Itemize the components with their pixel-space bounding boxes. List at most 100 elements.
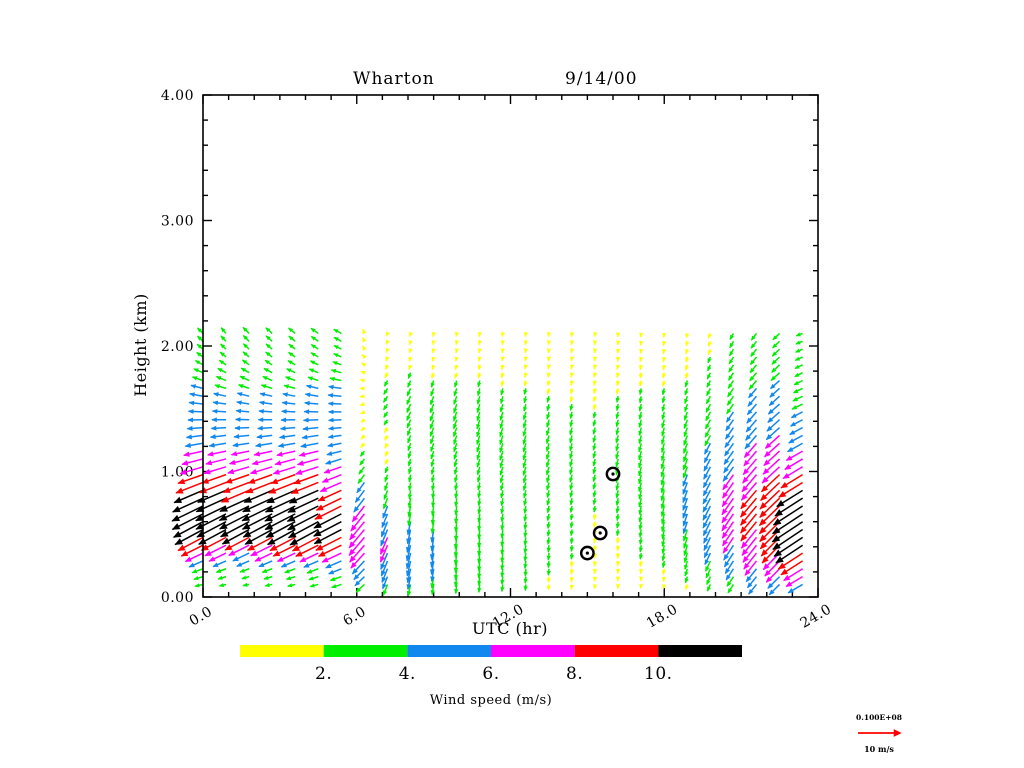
wind-vector bbox=[205, 458, 227, 466]
wind-vector bbox=[284, 568, 296, 574]
wind-vector bbox=[726, 576, 735, 587]
wind-vector bbox=[272, 466, 296, 475]
wind-vector bbox=[360, 417, 366, 423]
wind-vector bbox=[241, 575, 250, 580]
wind-vector bbox=[749, 356, 758, 366]
wind-vector bbox=[453, 458, 458, 468]
wind-vector bbox=[289, 528, 319, 546]
wind-vector bbox=[764, 434, 781, 449]
wind-vector bbox=[328, 426, 342, 431]
wind-vector bbox=[592, 419, 597, 427]
wind-vector bbox=[522, 474, 527, 484]
wind-vector bbox=[249, 466, 273, 475]
wind-vector bbox=[592, 411, 597, 419]
wind-vector bbox=[263, 575, 273, 580]
wind-vector bbox=[350, 513, 366, 532]
wind-vector bbox=[662, 584, 667, 590]
wind-vector bbox=[221, 528, 250, 545]
wind-vector bbox=[660, 513, 666, 525]
wind-vector bbox=[499, 435, 504, 446]
wind-vector bbox=[430, 466, 435, 476]
wind-vector bbox=[500, 553, 505, 563]
wind-vector bbox=[726, 395, 735, 406]
wind-vector bbox=[452, 419, 458, 430]
wind-vector bbox=[639, 332, 644, 338]
wind-vector bbox=[592, 427, 597, 435]
wind-vector bbox=[569, 356, 575, 362]
wind-vector bbox=[765, 427, 781, 441]
wind-vector bbox=[778, 481, 804, 498]
wind-vector bbox=[327, 409, 342, 415]
wind-vector bbox=[615, 443, 620, 452]
wind-vector bbox=[615, 411, 620, 420]
wind-vector bbox=[314, 505, 342, 520]
wind-vector bbox=[215, 568, 227, 574]
wind-vector bbox=[615, 427, 620, 436]
wind-vector bbox=[283, 384, 296, 390]
wind-vector bbox=[569, 498, 574, 506]
wind-vector bbox=[173, 489, 204, 504]
wind-vector bbox=[569, 474, 574, 483]
wind-vector bbox=[794, 364, 803, 370]
wind-vector bbox=[523, 396, 528, 404]
wind-vector bbox=[707, 356, 712, 364]
wind-vector bbox=[385, 364, 390, 371]
wind-vector bbox=[477, 505, 482, 515]
wind-vector bbox=[242, 343, 250, 350]
wind-vector bbox=[682, 497, 689, 511]
wind-vector bbox=[684, 576, 689, 584]
wind-vector bbox=[309, 583, 319, 588]
wind-vector bbox=[593, 356, 598, 362]
wind-vector bbox=[767, 403, 781, 415]
wind-vector bbox=[296, 458, 319, 466]
wind-vector bbox=[280, 417, 296, 423]
wind-vector bbox=[382, 584, 389, 596]
wind-vector bbox=[523, 529, 528, 538]
wind-vector bbox=[790, 411, 803, 419]
wind-vector bbox=[592, 466, 597, 475]
wind-vector bbox=[569, 584, 574, 591]
wind-vector bbox=[285, 575, 296, 581]
wind-vector bbox=[171, 505, 204, 522]
wind-vector bbox=[190, 384, 204, 390]
wind-vector bbox=[741, 536, 758, 556]
reference-vector-legend: 0.100E+08 10 m/s bbox=[856, 713, 902, 754]
wind-vector bbox=[241, 513, 273, 530]
wind-vector bbox=[638, 537, 643, 546]
wind-vector bbox=[430, 474, 435, 483]
wind-vector bbox=[707, 333, 712, 339]
wind-vector bbox=[454, 482, 459, 491]
wind-vector bbox=[254, 442, 273, 448]
wind-vector bbox=[794, 371, 803, 378]
wind-vector bbox=[327, 401, 342, 406]
wind-vector bbox=[406, 388, 412, 397]
wind-vector bbox=[246, 536, 273, 551]
wind-vector bbox=[171, 497, 204, 513]
wind-vector bbox=[684, 584, 689, 591]
wind-vector bbox=[569, 560, 574, 568]
wind-vector bbox=[499, 450, 504, 461]
wind-vector bbox=[721, 497, 735, 516]
wind-vector bbox=[592, 560, 598, 567]
wind-vector bbox=[220, 489, 250, 503]
wind-vector bbox=[500, 513, 505, 523]
wind-vector bbox=[431, 372, 436, 380]
wind-vector bbox=[743, 552, 758, 570]
wind-vector bbox=[683, 450, 689, 463]
wind-vector bbox=[523, 356, 528, 362]
wind-vector bbox=[301, 434, 319, 440]
wind-vector bbox=[270, 473, 296, 485]
wind-vector bbox=[787, 583, 804, 594]
wind-vector bbox=[638, 458, 643, 469]
wind-vector bbox=[382, 403, 389, 411]
wind-vector bbox=[768, 583, 781, 596]
wind-vector bbox=[592, 443, 597, 451]
wind-vector bbox=[385, 331, 390, 337]
wind-vector bbox=[212, 400, 227, 406]
wind-vector bbox=[792, 387, 803, 394]
wind-vector bbox=[383, 387, 389, 396]
colorbar-segment bbox=[323, 645, 408, 657]
wind-vector bbox=[639, 568, 644, 575]
wind-vector bbox=[592, 490, 597, 498]
